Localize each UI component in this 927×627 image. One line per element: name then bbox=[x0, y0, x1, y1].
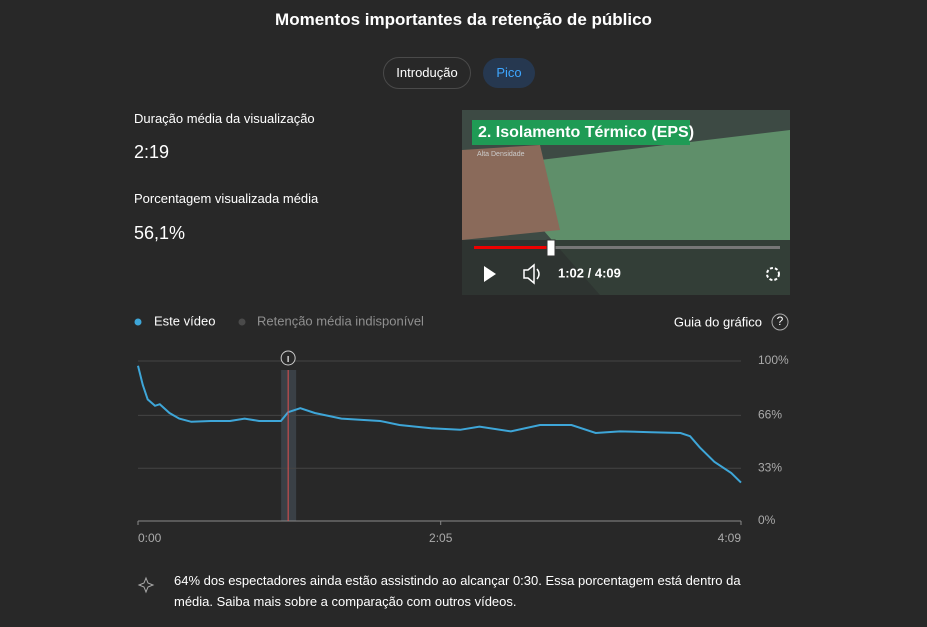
legend-dot bbox=[238, 318, 246, 326]
tab-active[interactable]: Pico bbox=[483, 58, 535, 88]
caption-box bbox=[472, 120, 690, 145]
x-tick-label: 4:09 bbox=[718, 531, 742, 545]
video[interactable]: 2. Isolamento Térmico (EPS) Alta Densida… bbox=[462, 110, 790, 295]
video-time: 1:02 / 4:09 bbox=[558, 265, 621, 280]
guide-icon-ring[interactable] bbox=[771, 313, 789, 331]
metric-value: 2:19 bbox=[134, 142, 170, 162]
metric-label: Porcentagem visualizada média bbox=[134, 191, 319, 206]
retention-line bbox=[137, 365, 742, 484]
x-tick-label: 2:05 bbox=[429, 531, 453, 545]
guide-icon[interactable]: ? bbox=[777, 314, 784, 328]
volume-button[interactable] bbox=[523, 263, 540, 285]
y-tick-label: 33% bbox=[758, 460, 782, 474]
insight-text: 64% dos espectadores ainda estão assisti… bbox=[174, 573, 741, 609]
y-tick-label: 100% bbox=[758, 353, 789, 367]
plot: Este vídeo Retenção média indisponível 0% 3… bbox=[134, 313, 789, 545]
metric-value: 56,1% bbox=[134, 223, 186, 243]
x-tick-label: 0:00 bbox=[138, 531, 162, 545]
y-tick-label: 0% bbox=[758, 513, 776, 527]
video-subcaption: Alta Densidade bbox=[477, 151, 525, 158]
progress-fill bbox=[474, 246, 551, 249]
settings-button[interactable] bbox=[766, 267, 780, 281]
insight-icon bbox=[137, 576, 155, 594]
legend-label: Este vídeo bbox=[154, 313, 215, 328]
metric-label: Duração média da visualização bbox=[134, 111, 315, 126]
guide-link[interactable]: Guia do gráfico bbox=[674, 314, 762, 329]
video-caption: 2. Isolamento Térmico (EPS) bbox=[478, 124, 694, 141]
video-scene bbox=[462, 240, 790, 295]
legend-dot bbox=[134, 318, 142, 326]
progress-track bbox=[474, 246, 780, 249]
video-scene bbox=[462, 145, 560, 240]
tab[interactable]: Introdução bbox=[383, 57, 471, 89]
play-button[interactable] bbox=[484, 266, 496, 282]
legend-label: Retenção média indisponível bbox=[257, 313, 424, 328]
title: Momentos importantes da retenção de públ… bbox=[275, 10, 652, 29]
progress-handle[interactable] bbox=[546, 239, 556, 257]
y-tick-label: 66% bbox=[758, 408, 782, 422]
